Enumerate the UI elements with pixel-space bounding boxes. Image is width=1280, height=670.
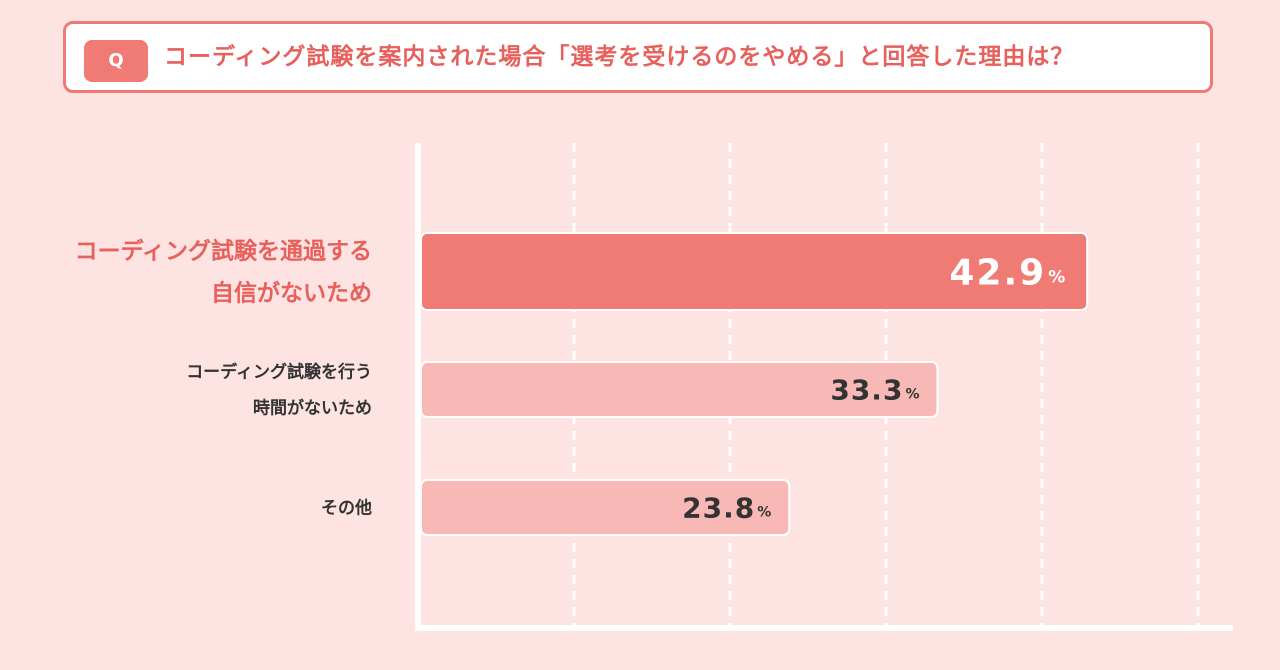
question-box: Q コーディング試験を案内された場合「選考を受けるのをやめる」と回答した理由は？ (63, 21, 1213, 93)
value-label-0: 42.9 (949, 253, 1046, 294)
bar-0 (420, 232, 1089, 311)
category-label-0-0: コーディング試験を通過する (75, 238, 372, 265)
category-label-2-0: その他 (321, 498, 372, 519)
value-unit-0: % (1048, 268, 1065, 288)
bar-2 (420, 479, 791, 536)
value-unit-2: % (757, 505, 771, 521)
category-label-1-1: 時間がないため (253, 398, 372, 419)
category-label-0-1: 自信がないため (211, 280, 372, 307)
bar-1 (420, 361, 939, 418)
question-badge: Q (84, 40, 148, 82)
value-unit-1: % (905, 387, 919, 403)
value-label-1: 33.3 (830, 374, 903, 407)
value-label-2: 23.8 (682, 492, 755, 525)
question-text: コーディング試験を案内された場合「選考を受けるのをやめる」と回答した理由は？ (164, 44, 1075, 70)
category-label-1-0: コーディング試験を行う (186, 362, 372, 383)
